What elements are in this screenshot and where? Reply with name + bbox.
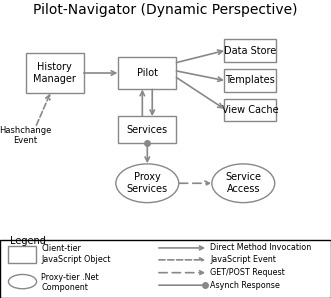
Text: Asynch Response: Asynch Response <box>210 281 280 290</box>
Text: Direct Method Invocation: Direct Method Invocation <box>210 243 311 252</box>
Text: Proxy-tier .Net
Component: Proxy-tier .Net Component <box>41 272 99 292</box>
Bar <box>0 240 331 298</box>
Bar <box>26 53 83 93</box>
Text: History
Manager: History Manager <box>33 62 76 84</box>
Bar <box>224 99 275 122</box>
Text: GET/POST Request: GET/POST Request <box>210 268 285 277</box>
Text: Hashchange
Event: Hashchange Event <box>0 126 51 145</box>
Text: Service
Access: Service Access <box>225 173 261 194</box>
Text: Pilot-Navigator (Dynamic Perspective): Pilot-Navigator (Dynamic Perspective) <box>33 4 298 17</box>
Text: Templates: Templates <box>225 75 275 86</box>
Text: JavaScript Event: JavaScript Event <box>210 255 276 264</box>
Text: Data Store: Data Store <box>224 46 276 56</box>
Ellipse shape <box>116 164 179 203</box>
Ellipse shape <box>212 164 275 203</box>
Text: Services: Services <box>127 125 168 135</box>
Text: Proxy
Services: Proxy Services <box>127 173 168 194</box>
Ellipse shape <box>9 274 37 289</box>
Text: View Cache: View Cache <box>221 105 278 115</box>
Text: Pilot: Pilot <box>137 68 158 78</box>
Bar <box>118 57 176 89</box>
Bar <box>224 40 275 62</box>
Text: Legend: Legend <box>10 236 46 246</box>
Bar <box>8 246 36 263</box>
Bar <box>224 69 275 92</box>
Bar <box>118 116 176 143</box>
Text: Client-tier
JavaScript Object: Client-tier JavaScript Object <box>41 244 111 264</box>
